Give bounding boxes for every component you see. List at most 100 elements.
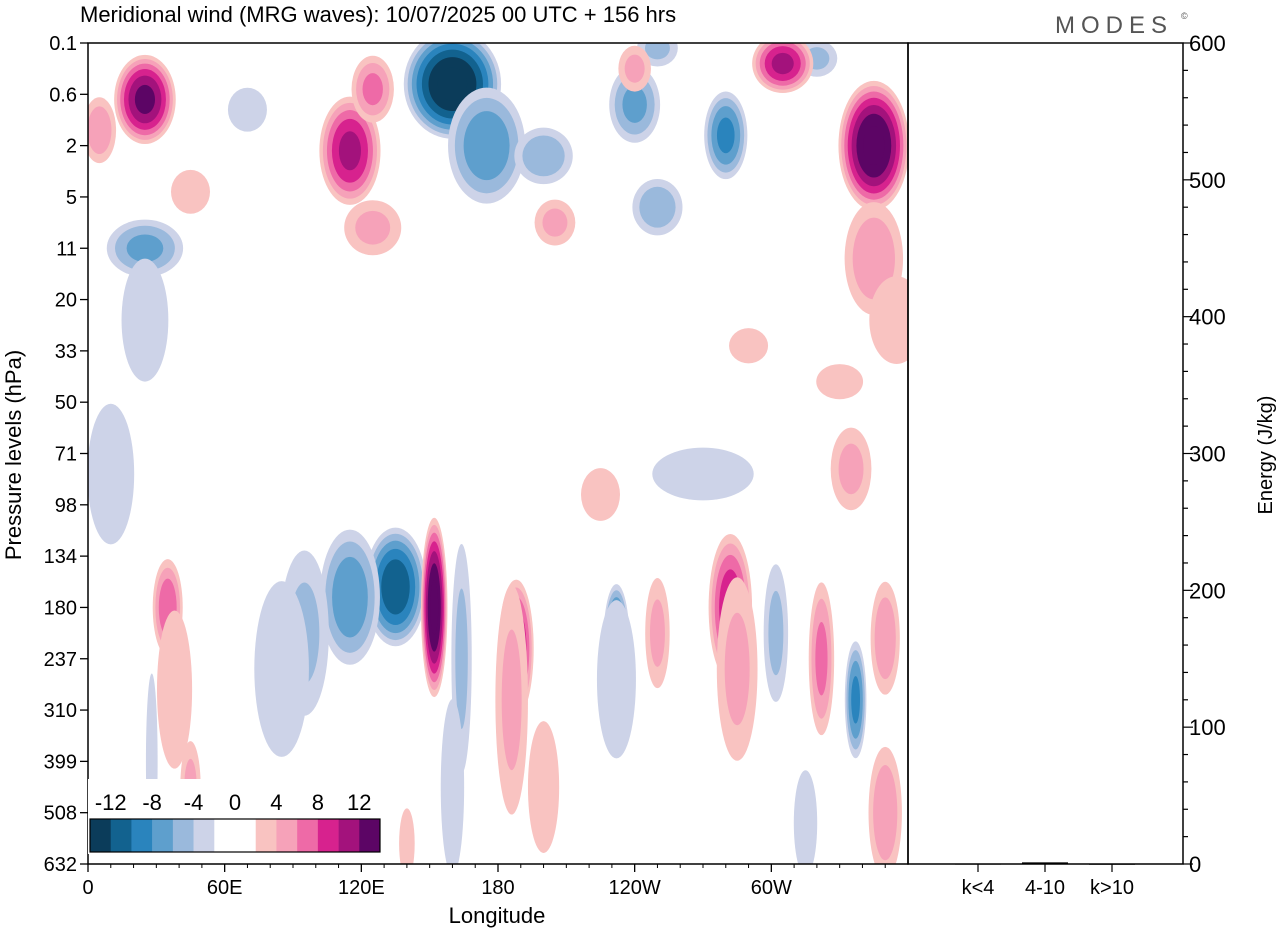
wind-anomaly-northerly-1 (448, 87, 526, 204)
contour-level-10 (771, 52, 794, 75)
contour-level-14 (863, 126, 885, 166)
wind-anomaly-southerly-19 (534, 199, 576, 246)
contour-level-4 (724, 612, 750, 726)
energy-tick-label: 600 (1189, 31, 1226, 56)
contour-level-2 (729, 328, 769, 364)
wind-anomaly-northerly-10 (227, 87, 267, 132)
colorbar-label: -8 (142, 790, 162, 815)
contour-level-2 (399, 808, 415, 864)
wind-anomaly-northerly-5 (632, 178, 683, 236)
contour-level--8 (851, 675, 861, 724)
wind-anomaly-northerly-9 (121, 258, 169, 382)
wind-anomaly-southerly-53 (868, 746, 902, 864)
contour-level--2 (793, 770, 818, 864)
wind-anomaly-northerly-29 (364, 527, 427, 647)
chart-title: Meridional wind (MRG waves): 10/07/2025 … (80, 2, 676, 27)
contour-level-4 (542, 208, 568, 237)
pressure-tick-label: 50 (55, 392, 77, 414)
colorbar-swatch (317, 819, 339, 852)
energy-bar (1022, 862, 1068, 864)
contour-level-4 (873, 765, 898, 861)
contour-level--4 (455, 588, 468, 730)
wind-anomaly-southerly-45 (870, 581, 900, 695)
contour-level--2 (440, 699, 465, 864)
pressure-tick-label: 2 (66, 136, 77, 158)
wind-anomaly-southerly-22 (618, 45, 651, 92)
contour-level--6 (622, 86, 647, 123)
colorbar-swatch (214, 819, 236, 852)
contour-level--4 (768, 590, 784, 676)
colorbar-frame (89, 818, 381, 853)
wind-anomaly-northerly-28 (88, 403, 135, 545)
modes-brand-text: MODES (1055, 12, 1173, 39)
pressure-tick-label: 5 (66, 187, 77, 209)
longitude-tick-label: 120W (609, 877, 661, 899)
energy-tick-label: 0 (1189, 852, 1201, 877)
contour-level-14 (430, 580, 439, 635)
energy-axis: 0 100 200 300 400 500 600 (1183, 31, 1226, 877)
wind-anomaly-northerly-23 (652, 447, 754, 501)
wind-anomaly-southerly-39 (645, 578, 670, 689)
colorbar-label: 0 (229, 790, 241, 815)
wind-anomaly-southerly-36 (495, 585, 528, 815)
colorbar-legend: -12 -8 -4 0 4 8 12 (88, 779, 382, 854)
colorbar-swatch (193, 819, 215, 852)
contour-level-2 (869, 276, 908, 365)
pressure-tick-label: 508 (44, 803, 77, 825)
colorbar-swatch (297, 819, 319, 852)
contour-level--6 (463, 111, 510, 181)
contour-level--4 (639, 186, 676, 228)
longitude-axis: 0 60E 120E 180 120W 60W (82, 864, 886, 899)
colorbar-label: 4 (270, 790, 282, 815)
contour-level--6 (332, 556, 368, 638)
wind-anomaly-northerly-3 (609, 66, 661, 143)
wind-anomaly-southerly-14 (351, 55, 394, 123)
energy-tick-label: 400 (1189, 305, 1226, 330)
contour-level-4 (501, 629, 522, 771)
energy-panel: 0 100 200 300 400 500 600 k<4 4-10 k>10 Energy (… (907, 31, 1277, 899)
contour-level-6 (815, 622, 828, 696)
wind-anomaly-southerly-24 (816, 364, 864, 400)
colorbar-label: 8 (312, 790, 324, 815)
colorbar-swatch (131, 819, 153, 852)
contour-level--10 (381, 559, 410, 615)
contour-level-2 (170, 169, 211, 214)
wind-anomaly-southerly-21 (170, 169, 211, 214)
contour-level-10 (338, 131, 361, 171)
pressure-tick-label: 33 (55, 341, 77, 363)
wind-anomaly-northerly-2 (514, 127, 573, 185)
wind-anomaly-southerly-20 (344, 200, 402, 256)
longitude-tick-label: 120E (338, 877, 385, 899)
colorbar-swatch (255, 819, 277, 852)
wind-anomaly-southerly-26 (729, 328, 769, 364)
contour-level-12 (134, 84, 156, 115)
wind-anomaly-southerly-11 (114, 54, 176, 145)
contour-level-2 (816, 364, 864, 400)
energy-category-label: k<4 (962, 877, 995, 899)
contour-level--2 (254, 581, 309, 757)
longitude-tick-label: 60E (207, 877, 243, 899)
energy-panel-frame (907, 42, 1184, 865)
contour-level--2 (652, 447, 754, 501)
wind-anomaly-northerly-32 (254, 581, 309, 757)
wind-anomaly-southerly-51 (527, 721, 560, 853)
colorbar-swatch (172, 819, 194, 852)
contour-level-4 (874, 597, 896, 680)
wind-anomaly-southerly-16 (838, 80, 908, 211)
contour-level--2 (596, 600, 636, 759)
wind-anomaly-southerly-43 (808, 582, 835, 736)
colorbar-swatch (90, 819, 112, 852)
colorbar-swatch (110, 819, 132, 852)
contour-level-2 (580, 468, 621, 521)
longitude-tick-label: 0 (82, 877, 93, 899)
energy-tick-label: 300 (1189, 442, 1226, 467)
contour-level-4 (355, 210, 391, 245)
colorbar-label: -12 (95, 790, 127, 815)
energy-axis-label: Energy (J/kg) (1255, 396, 1277, 515)
pressure-axis: 0.1 0.6 2 5 11 20 33 50 71 98 134 180 237 310 399 508 63… (44, 33, 88, 876)
contour-level--4 (522, 135, 565, 177)
contour-level-2 (527, 721, 560, 853)
pressure-tick-label: 399 (44, 751, 77, 773)
wind-anomaly-southerly-54 (399, 808, 415, 864)
